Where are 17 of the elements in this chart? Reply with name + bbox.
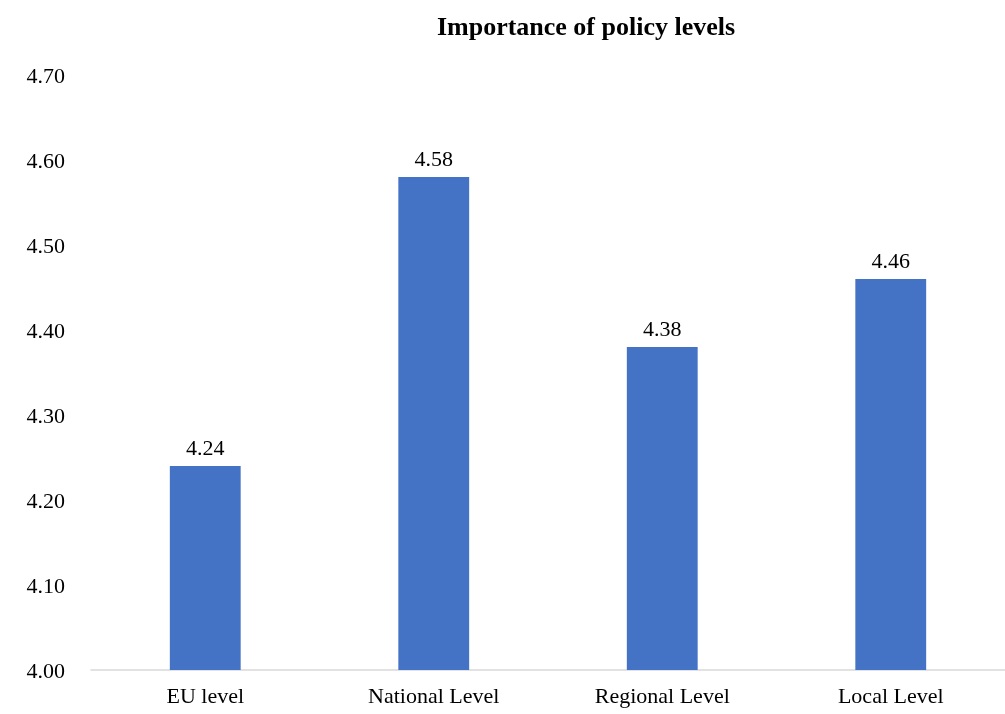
y-tick-label: 4.00 [26, 657, 65, 683]
data-label: 4.38 [643, 315, 682, 341]
y-tick-label: 4.60 [26, 147, 65, 173]
x-tick-label: EU level [166, 682, 245, 708]
y-tick-label: 4.10 [26, 572, 65, 598]
chart-title: Importance of policy levels [436, 11, 736, 41]
data-label: 4.58 [414, 145, 453, 171]
y-tick-label: 4.50 [26, 232, 65, 258]
y-tick-label: 4.70 [26, 62, 65, 88]
data-label: 4.46 [871, 247, 910, 273]
y-tick-label: 4.20 [26, 487, 65, 513]
y-tick-label: 4.30 [26, 402, 65, 428]
x-tick-label: Regional Level [594, 682, 730, 708]
y-tick-label: 4.40 [26, 317, 65, 343]
x-tick-label: National Level [368, 682, 500, 708]
data-label: 4.24 [186, 434, 225, 460]
x-tick-label: Local Level [837, 682, 944, 708]
